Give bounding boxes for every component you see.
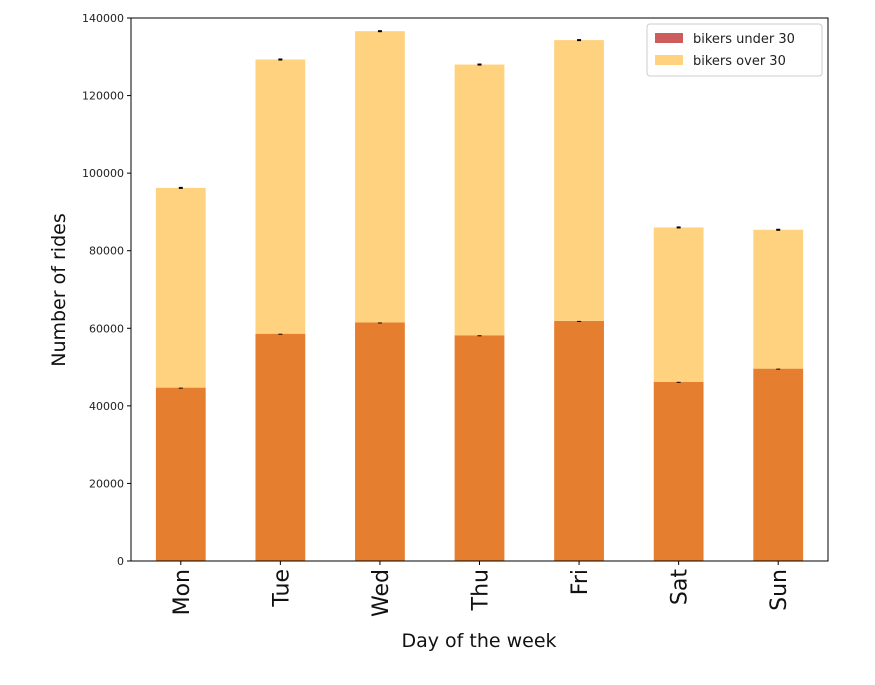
- x-tick-label: Fri: [568, 569, 593, 595]
- bar-bikers-under-30-mon: [155, 387, 206, 561]
- legend-entry: bikers over 30: [693, 54, 786, 69]
- plot-area: [155, 30, 804, 561]
- y-tick-label: 40000: [89, 400, 124, 413]
- legend: bikers under 30 bikers over 30: [646, 23, 823, 77]
- x-tick-label: Mon: [170, 569, 195, 615]
- y-tick-label: 140000: [82, 12, 124, 25]
- y-tick-label: 20000: [89, 477, 124, 490]
- y-axis-title: Number of rides: [48, 213, 70, 366]
- y-tick-label: 100000: [82, 167, 124, 180]
- bar-bikers-under-30-wed: [355, 322, 405, 561]
- bar-bikers-over-30-fri: [554, 40, 604, 321]
- legend-swatch: [655, 33, 683, 43]
- x-tick-label: Tue: [269, 569, 294, 608]
- x-tick-label: Wed: [369, 569, 394, 617]
- bar-bikers-over-30-tue: [255, 59, 306, 334]
- bar-bikers-under-30-thu: [454, 335, 505, 561]
- legend-entry: bikers under 30: [693, 32, 795, 47]
- bar-bikers-over-30-sat: [653, 227, 704, 382]
- legend-swatch: [655, 55, 683, 65]
- y-axis: 0 20000 40000 60000 80000 100000 120000 140000: [82, 12, 131, 568]
- y-tick-label: 0: [117, 555, 124, 568]
- bar-bikers-over-30-sun: [753, 229, 804, 369]
- bar-bikers-over-30-mon: [155, 187, 206, 388]
- y-tick-label: 120000: [82, 90, 124, 103]
- bar-bikers-under-30-sun: [753, 368, 804, 561]
- bar-bikers-under-30-sat: [653, 381, 704, 561]
- x-axis: Mon Tue Wed Thu Fri Sat Sun: [170, 561, 792, 617]
- x-tick-label: Sun: [767, 569, 792, 611]
- bar-bikers-under-30-tue: [255, 333, 306, 561]
- x-tick-label: Sat: [668, 569, 693, 605]
- x-axis-title: Day of the week: [401, 630, 556, 652]
- legend-box: [646, 23, 823, 77]
- bar-bikers-over-30-wed: [355, 31, 405, 323]
- bar-bikers-under-30-fri: [554, 320, 604, 561]
- y-tick-label: 80000: [89, 245, 124, 258]
- x-tick-label: Thu: [469, 569, 494, 611]
- y-tick-label: 60000: [89, 322, 124, 335]
- bar-bikers-over-30-thu: [454, 64, 505, 336]
